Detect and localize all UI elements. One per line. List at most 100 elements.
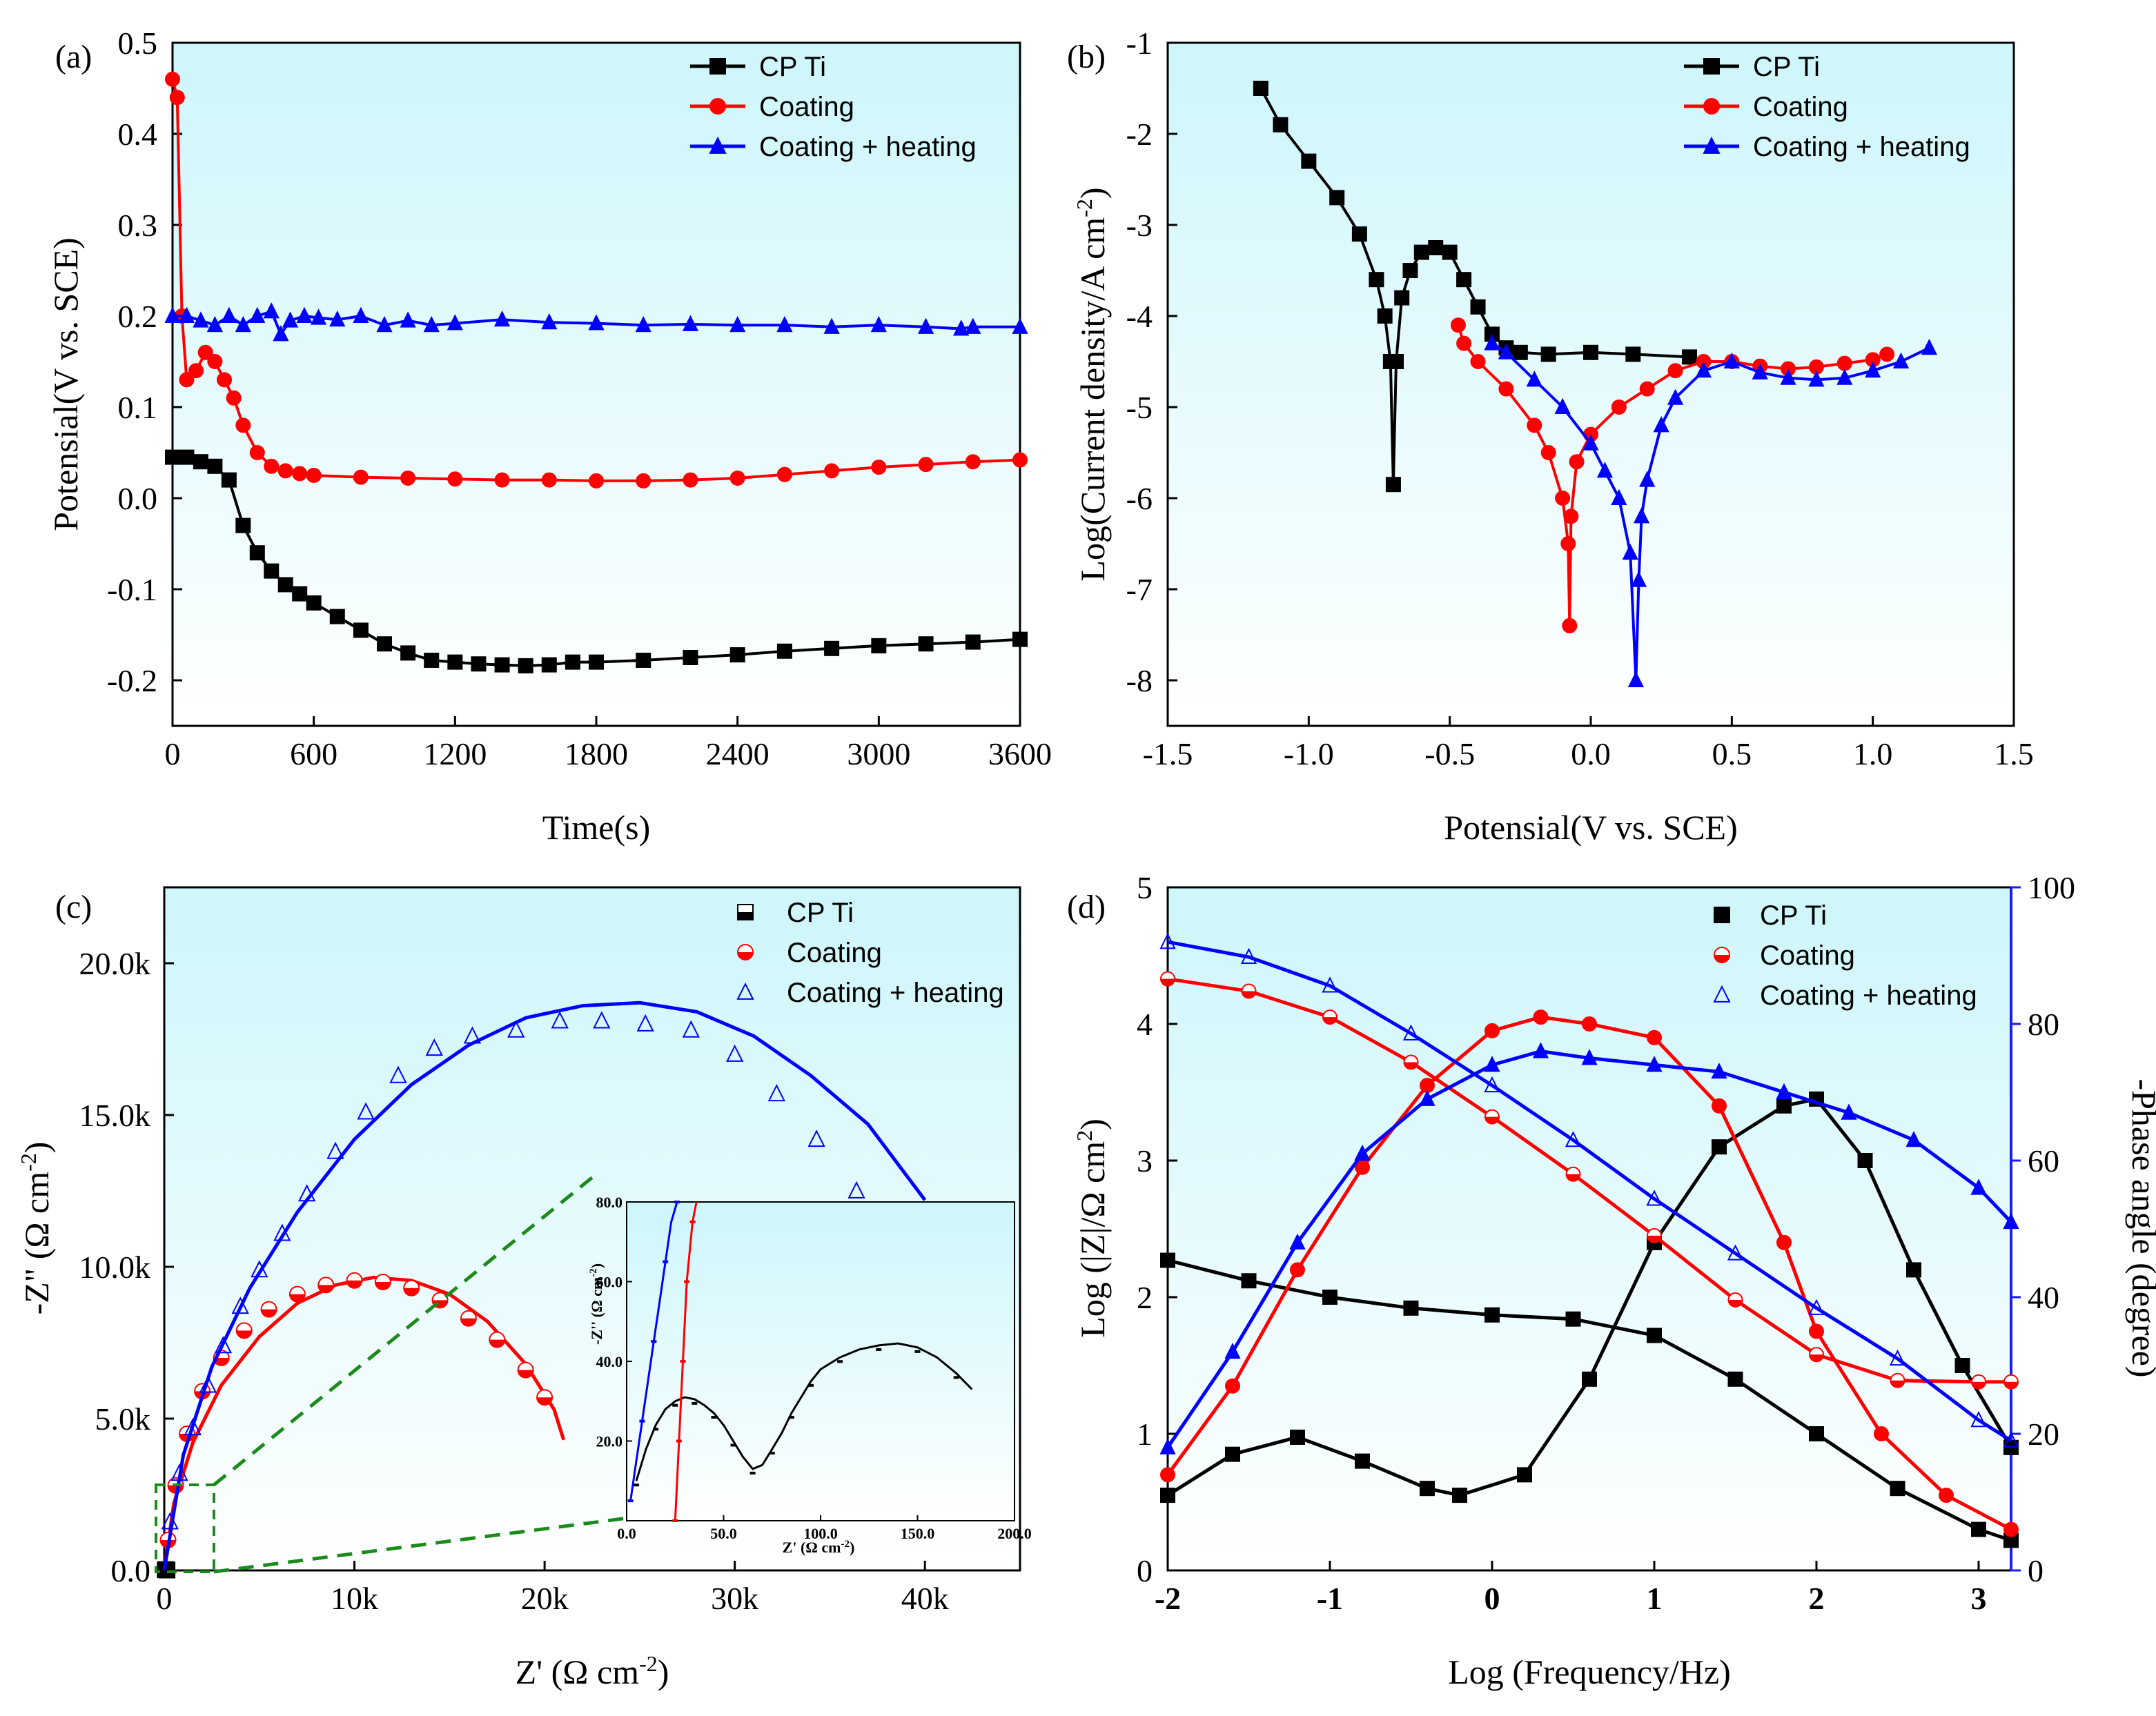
inset-data-point [672,1519,678,1522]
data-point [1611,489,1627,505]
data-point [1808,371,1825,387]
data-point [165,71,180,87]
data-point [1369,272,1384,288]
data-point [1484,1056,1500,1072]
data-point [1526,371,1542,387]
panel-a-x-title: Time(s) [542,808,651,847]
panel-c-inset-x-title-end: ) [850,1539,854,1556]
data-point [226,390,242,406]
y-tick-label: -1 [1126,26,1153,61]
panel-d-y2-title: -Phase angle (degree) [2125,1078,2156,1377]
panel-a-series [164,71,1028,673]
data-point [1596,462,1614,478]
data-point [824,463,840,479]
x-tick-label: -0.5 [1424,736,1475,771]
legend-label-0: CP Ti [1760,900,1827,931]
y-tick-label: -2 [1126,117,1153,152]
y-tick-label: 15.0k [79,1098,151,1133]
data-point [1413,244,1429,260]
panel-c-inset-x-title-sup: -2 [841,1539,850,1550]
data-point [249,545,265,561]
panel-c-zoom-box [155,1483,215,1573]
data-point [807,1130,825,1147]
data-point [589,654,604,670]
data-point [263,302,280,319]
data-point [221,306,237,323]
inset-data-point [651,1340,657,1343]
panel-c-inset: 0.0 50.0 100.0 150.0 200.0 20.040.060.080.0 … [588,1194,1032,1556]
data-point [1517,1467,1532,1483]
data-point [1452,1488,1467,1503]
y-tick-label: 0.0 [118,481,158,516]
data-point [1456,272,1472,288]
data-point [1639,381,1655,397]
y-tick-label: -8 [1126,663,1153,698]
y-tick-label: 0.2 [118,299,158,334]
data-point [165,449,180,465]
inset-line-1 [674,1201,698,1521]
data-point [1470,299,1486,315]
data-point [1565,1131,1582,1147]
x-tick-label: 0 [157,1581,173,1616]
data-point [193,311,209,328]
panel-d-y-ticks: 0 1 2 3 4 5 [1137,870,1177,1588]
data-point [1667,388,1684,405]
data-point [1727,1244,1744,1261]
data-point [1289,1233,1306,1250]
data-point [917,317,934,334]
panel-b-y-title-main: Log(Current density/A cm [1073,217,1112,582]
data-point [1906,1262,1921,1278]
data-point [1682,349,1698,365]
data-point-fill [1728,1379,1743,1386]
data-point [1290,1429,1305,1445]
data-point [277,577,293,593]
inset-data-point [711,1416,717,1419]
panel-d-series [1159,932,2019,1548]
data-point [635,315,651,333]
panel-c-y-title-sup: -2 [16,1153,41,1172]
data-point-fill [2004,1540,2018,1548]
panel-d-x-title: Log (Frequency/Hz) [1448,1653,1731,1691]
data-point [1224,1342,1241,1359]
panel-c-inset-y-title: -Z'' (Ω cm-2) [588,1263,605,1345]
data-point [193,454,208,470]
data-point-fill [375,1282,391,1290]
data-point [1540,346,1556,362]
data-point [425,1038,443,1056]
data-point [918,636,934,652]
data-point [170,1463,188,1481]
data-point [1420,1481,1435,1497]
panel-c-zoom-connector-top [213,1175,595,1486]
data-point [1419,1089,1435,1106]
panel-c-y-title: -Z" (Ω cm-2) [16,1142,56,1315]
data-point [1560,536,1576,551]
panel-b-y-title-sup: -2 [1072,199,1097,217]
panel-a-y-ticks: -0.2 -0.1 0.0 0.1 0.2 0.3 0.4 0.5 [107,26,182,698]
fit-line-2 [162,1000,927,1571]
data-point [953,319,970,336]
data-point [447,314,463,331]
legend-marker-1-fill [1714,955,1729,963]
legend-label-2: Coating + heating [787,978,1004,1008]
data-point [326,1141,344,1159]
y-tick-label: -6 [1126,481,1153,516]
panel-a-x-ticks: 0 600 1200 1800 2400 3000 3600 [165,716,1052,771]
data-point-fill [1972,1381,1986,1389]
data-point [389,1065,407,1083]
legend-marker-0-fill [1714,915,1729,923]
data-point [847,1181,865,1199]
x-tick-label: 10k [331,1581,378,1616]
data-point [447,471,463,487]
legend-label-1: Coating [1760,940,1855,971]
data-point [1442,244,1458,260]
data-point [329,310,346,327]
data-point [870,315,887,333]
panel-d-y-title-main: Log (|Z|/Ω cm [1073,1141,1112,1338]
data-point [1290,1262,1305,1278]
data-point [1647,1029,1662,1045]
data-point-fill [318,1285,334,1293]
data-point [282,311,299,328]
data-point [298,1184,316,1202]
data-point [1012,317,1028,334]
